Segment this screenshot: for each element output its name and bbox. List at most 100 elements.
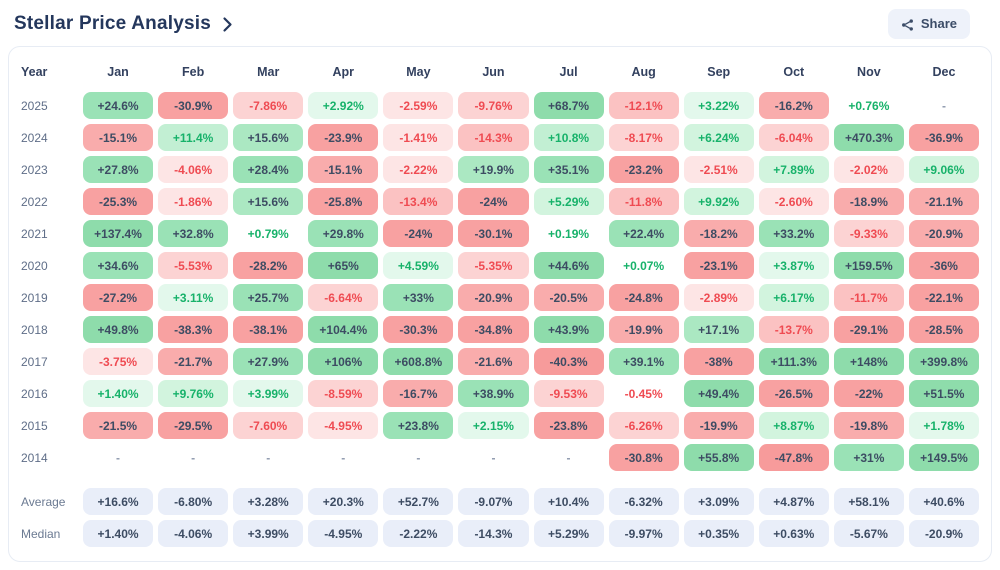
price-cell: -23.2%: [608, 156, 679, 183]
table-row: 2018 +49.8% -38.3% -38.1% +104.4% -30.3% -34.8…: [21, 316, 979, 343]
price-cell: +1.78%: [908, 412, 979, 439]
price-cell: +16.6%: [83, 488, 154, 515]
table-row: 2014 - - - - - - - -30.8% +55.8% -47.8% +31% +149.5%: [21, 444, 979, 471]
price-cell: -: [116, 450, 121, 465]
price-cell: -14.3%: [458, 520, 529, 547]
month-column-header: Dec: [932, 65, 956, 79]
year-label: 2025: [21, 98, 48, 113]
price-cell: -24%: [383, 220, 454, 247]
price-cell: +2.15%: [458, 412, 529, 439]
price-cell: -29.1%: [833, 316, 904, 343]
price-cell: +65%: [308, 252, 379, 279]
price-cell: -: [266, 450, 271, 465]
price-cell: +28.4%: [233, 156, 304, 183]
price-cell: -15.1%: [83, 124, 154, 151]
year-label: 2021: [21, 226, 48, 241]
price-cell: -: [341, 450, 346, 465]
price-cell: +159.5%: [833, 252, 904, 279]
price-cell: -28.2%: [233, 252, 304, 279]
price-cell: +33.2%: [758, 220, 829, 247]
price-cell: -30.9%: [158, 92, 229, 119]
price-cell: -6.04%: [758, 124, 829, 151]
price-cell: +1.40%: [83, 380, 154, 407]
price-cell: -2.89%: [683, 284, 754, 311]
table-row: 2019 -27.2% +3.11% +25.7% -6.64% +33% -20.9% -2…: [21, 284, 979, 311]
table-row: 2021 +137.4% +32.8% +0.79% +29.8% -24% -30.1% +…: [21, 220, 979, 247]
price-cell: +470.3%: [833, 124, 904, 151]
price-cell: +33%: [383, 284, 454, 311]
year-label: 2024: [21, 130, 48, 145]
price-cell: -11.8%: [608, 188, 679, 215]
price-cell: +49.4%: [683, 380, 754, 407]
price-cell: +27.9%: [233, 348, 304, 375]
price-cell: +58.1%: [833, 488, 904, 515]
price-cell: -4.06%: [158, 156, 229, 183]
price-cell: -1.86%: [158, 188, 229, 215]
month-column-header: Jul: [559, 65, 578, 79]
price-cell: +27.8%: [83, 156, 154, 183]
table-row: 2015 -21.5% -29.5% -7.60% -4.95% +23.8% +2.15%…: [21, 412, 979, 439]
share-button[interactable]: Share: [887, 8, 970, 39]
price-cell: +0.35%: [683, 520, 754, 547]
price-cell: +399.8%: [908, 348, 979, 375]
month-column-header: Oct: [783, 65, 805, 79]
price-cell: -21.6%: [458, 348, 529, 375]
chevron-right-icon: [222, 16, 233, 33]
price-cell: -38%: [683, 348, 754, 375]
price-cell: +24.6%: [83, 92, 154, 119]
price-cell: +111.3%: [758, 348, 829, 375]
price-cell: -47.8%: [758, 444, 829, 471]
price-cell: -4.95%: [308, 520, 379, 547]
price-cell: +10.8%: [533, 124, 604, 151]
price-cell: -6.26%: [608, 412, 679, 439]
price-cell: +9.06%: [908, 156, 979, 183]
price-cell: +106%: [308, 348, 379, 375]
table-body: 2025 +24.6% -30.9% -7.86% +2.92% -2.59% -9.76%…: [21, 92, 979, 547]
month-column-header: Jun: [482, 65, 505, 79]
table-row: 2017 -3.75% -21.7% +27.9% +106% +608.8% -21.6%…: [21, 348, 979, 375]
price-cell: +19.9%: [458, 156, 529, 183]
price-cell: +148%: [833, 348, 904, 375]
price-cell: -3.75%: [83, 348, 154, 375]
price-cell: +3.09%: [683, 488, 754, 515]
page-title: Stellar Price Analysis: [14, 12, 211, 34]
price-cell: -22%: [833, 380, 904, 407]
price-cell: +149.5%: [908, 444, 979, 471]
price-cell: -19.9%: [608, 316, 679, 343]
price-cell: -20.9%: [458, 284, 529, 311]
price-cell: -18.2%: [683, 220, 754, 247]
month-column-header: Sep: [707, 65, 731, 79]
price-cell: -21.7%: [158, 348, 229, 375]
price-cell: +15.6%: [233, 188, 304, 215]
price-cell: +51.5%: [908, 380, 979, 407]
page-title-link[interactable]: Stellar Price Analysis: [14, 13, 233, 35]
price-cell: -25.8%: [308, 188, 379, 215]
price-cell: +25.7%: [233, 284, 304, 311]
price-cell: -30.3%: [383, 316, 454, 343]
month-column-header: May: [406, 65, 431, 79]
price-cell: -28.5%: [908, 316, 979, 343]
price-cell: -: [416, 450, 421, 465]
price-cell: -: [941, 98, 946, 113]
summary-label: Average: [21, 494, 66, 509]
price-cell: -9.76%: [458, 92, 529, 119]
share-icon: [901, 18, 914, 32]
table-header-row: Year Jan Feb Mar Apr May Jun Jul Aug Sep Oct Nov De…: [21, 57, 979, 87]
price-cell: -34.8%: [458, 316, 529, 343]
price-cell: +0.07%: [623, 258, 665, 273]
summary-label: Median: [21, 526, 61, 541]
price-cell: +52.7%: [383, 488, 454, 515]
month-column-header: Mar: [257, 65, 280, 79]
price-cell: -7.60%: [233, 412, 304, 439]
price-cell: -20.9%: [908, 220, 979, 247]
price-cell: -13.7%: [758, 316, 829, 343]
year-label: 2017: [21, 354, 48, 369]
price-cell: -38.3%: [158, 316, 229, 343]
price-cell: +40.6%: [908, 488, 979, 515]
month-column-header: Apr: [332, 65, 355, 79]
price-cell: -19.8%: [833, 412, 904, 439]
price-cell: -38.1%: [233, 316, 304, 343]
price-cell: -23.9%: [308, 124, 379, 151]
price-cell: -30.8%: [608, 444, 679, 471]
year-label: 2020: [21, 258, 48, 273]
